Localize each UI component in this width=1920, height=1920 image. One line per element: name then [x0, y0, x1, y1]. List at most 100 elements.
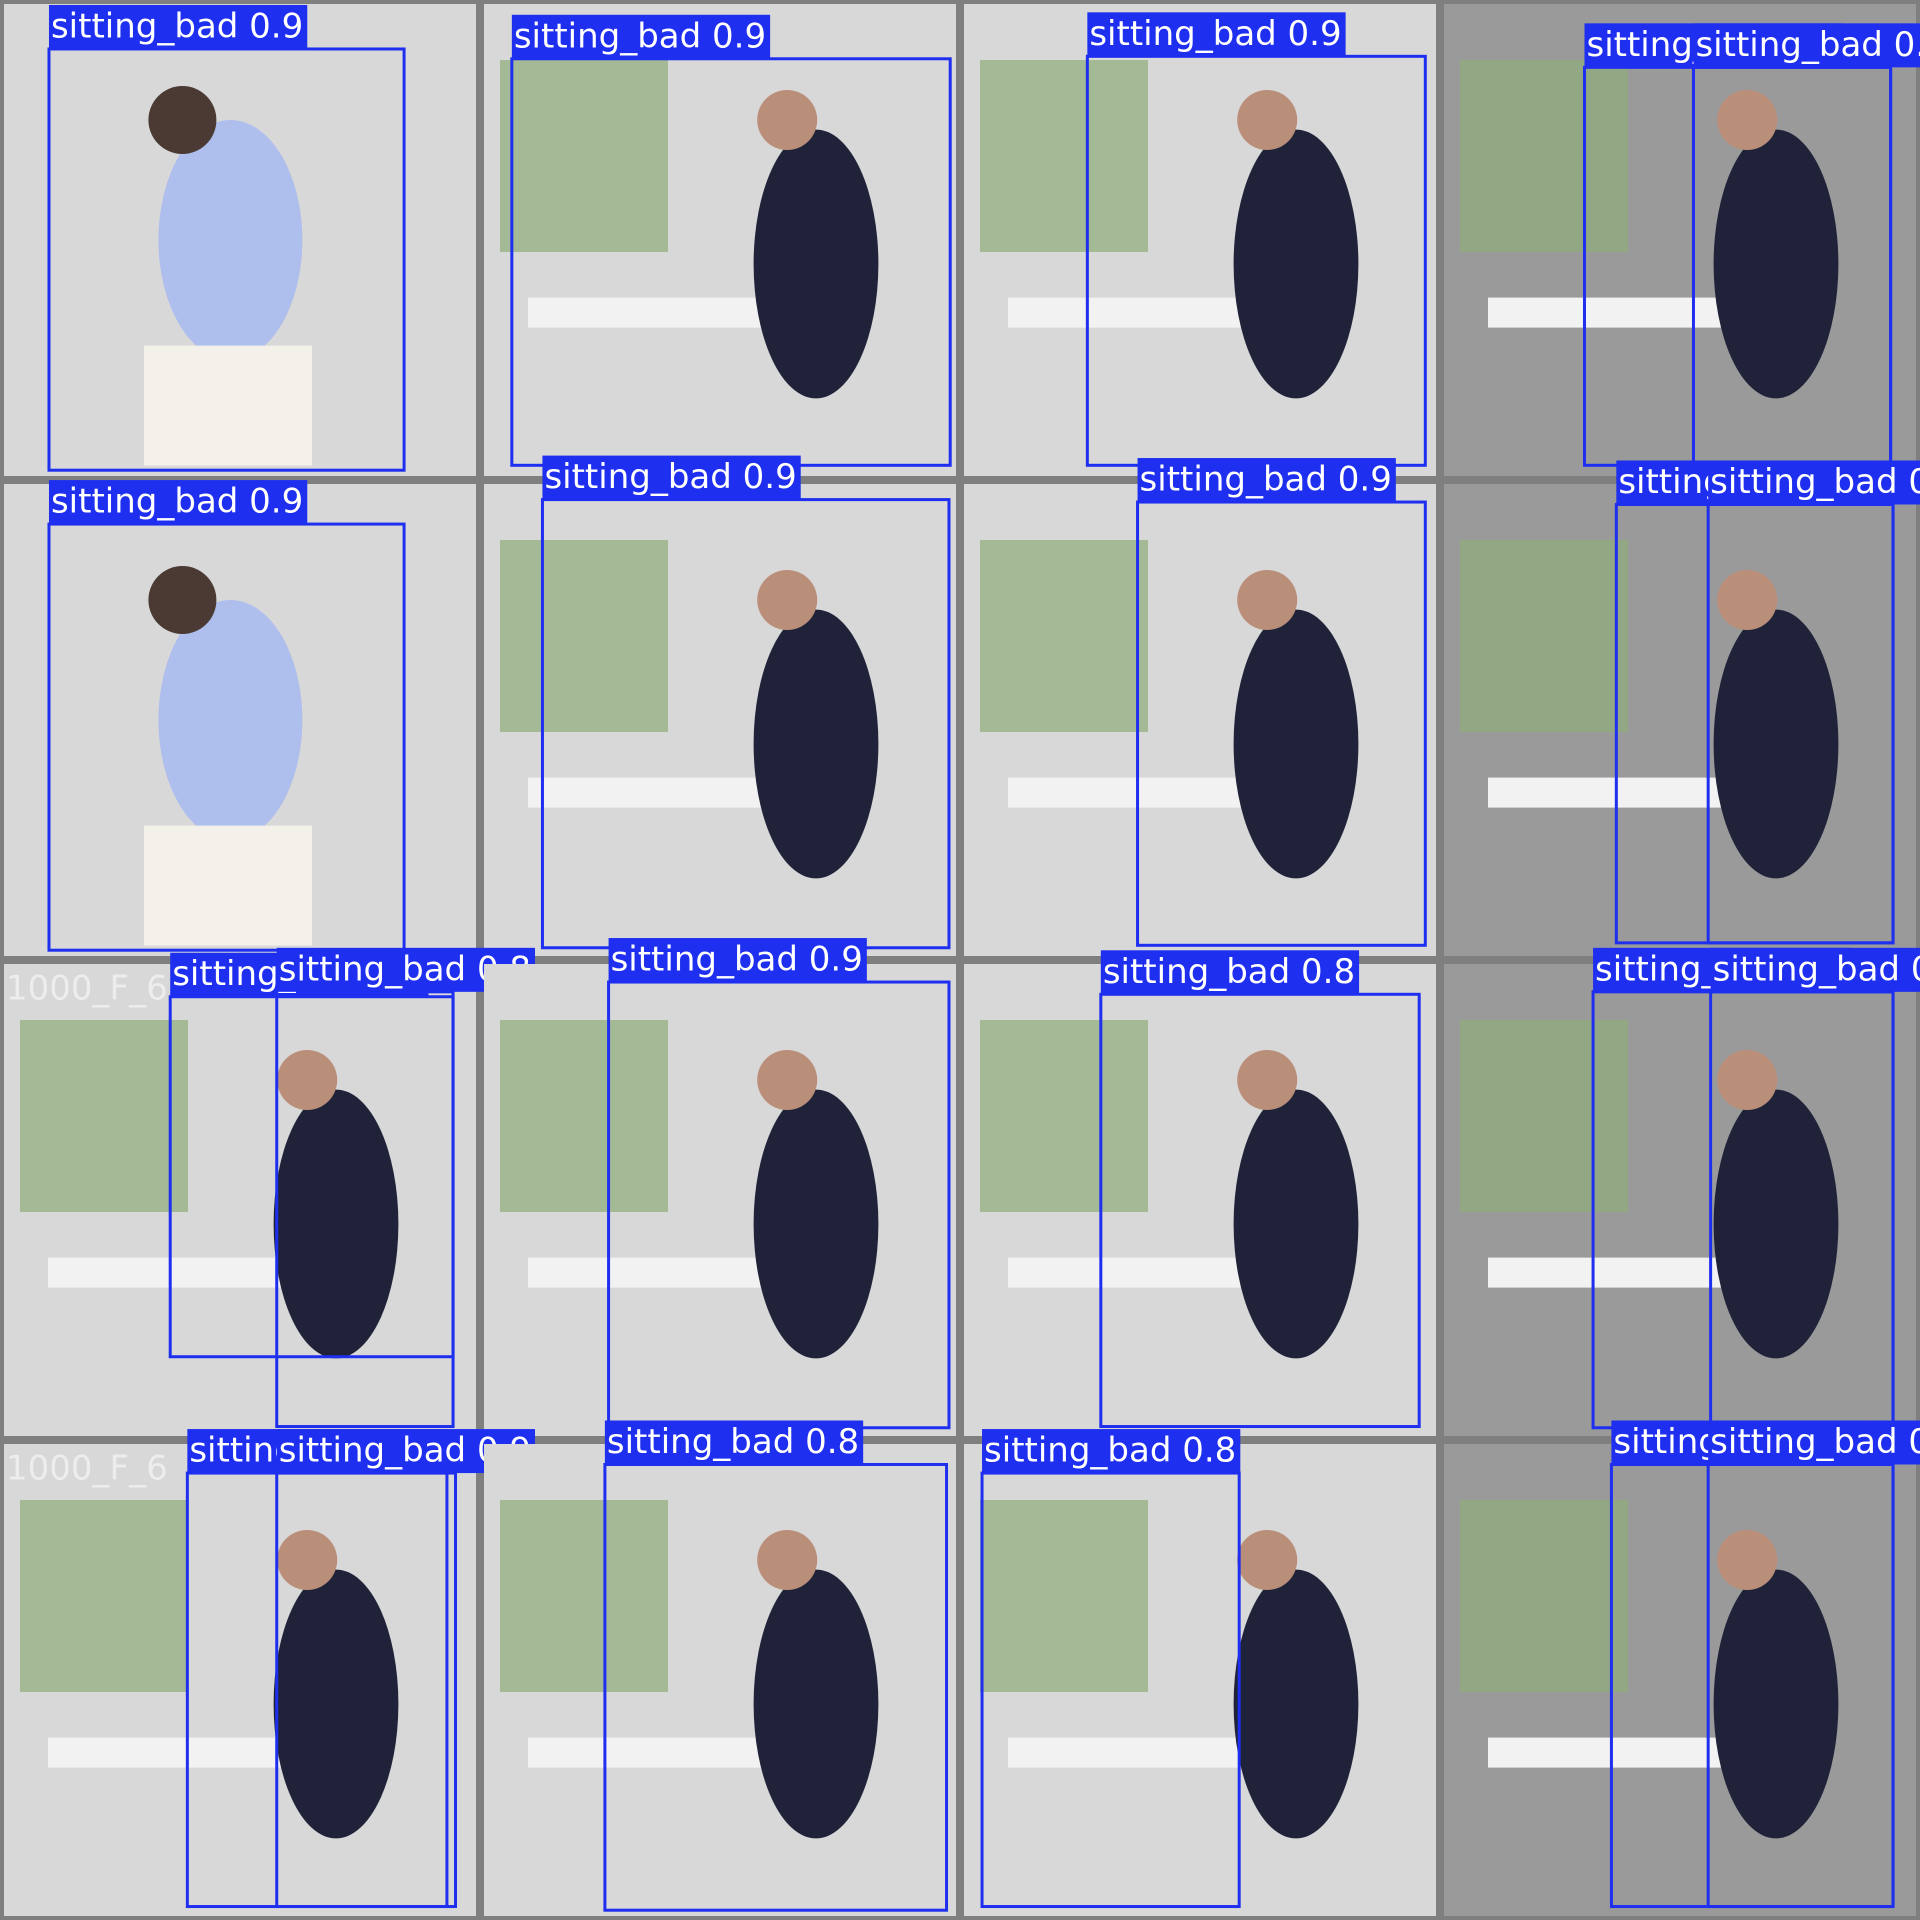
label-text: sitting_bad 0.9 [1140, 460, 1392, 500]
head [277, 1050, 338, 1110]
desk [1008, 1257, 1272, 1288]
person [1233, 1569, 1359, 1839]
filename: 1000_F_6 [6, 969, 168, 1009]
window [1460, 1020, 1628, 1212]
head [757, 1530, 818, 1590]
label-background [608, 938, 867, 983]
person [1713, 1089, 1839, 1359]
detection-label: sitting_bad 0.9 [542, 455, 801, 500]
detection-label: sitting_bad 0.7 [1708, 460, 1920, 505]
label-text: sitting_bad 0.9 [51, 482, 303, 522]
detection-label: sitting_bad 0.8 [604, 1420, 864, 1465]
label-text: sitting_bad 0.7 [1710, 1422, 1920, 1462]
head [1717, 1530, 1778, 1590]
filename: 1000_F_6 [6, 1449, 168, 1489]
head [148, 86, 217, 154]
label-background [1100, 950, 1360, 995]
label-background [1708, 460, 1920, 505]
person [1713, 1569, 1839, 1839]
window [980, 1500, 1148, 1692]
detection-label: sitting_bad 0.7 [1708, 1420, 1920, 1465]
window [500, 1500, 668, 1692]
window [500, 60, 668, 252]
desk [1488, 1737, 1752, 1768]
window [500, 1020, 668, 1212]
desk [1008, 297, 1272, 328]
image-tile: sitting_bad 0.8 [484, 1420, 956, 1916]
label-text: sitting_bad 0.9 [514, 16, 766, 56]
label-text: sitting_bad 0.9 [544, 457, 796, 497]
person [753, 129, 879, 399]
label-text: sitting_bad 0.8 [1103, 952, 1355, 992]
label-text: sitting_bad 0.8 [607, 1422, 859, 1462]
desk [1488, 1257, 1752, 1288]
label-background [1708, 1420, 1920, 1465]
label-text: sitting_bad 0.8 [984, 1431, 1236, 1471]
image-tile: sitting_bad 0.8 [964, 950, 1436, 1436]
image-tile: sitting_bad 0.9 [484, 938, 956, 1436]
desk [1008, 1737, 1272, 1768]
window [500, 540, 668, 732]
desk [528, 1737, 792, 1768]
window [1460, 540, 1628, 732]
person [273, 1089, 399, 1359]
label-background [1710, 947, 1920, 992]
desk [48, 1257, 312, 1288]
detection-label: sitting_bad 0.9 [1137, 458, 1396, 503]
image-tile: sitting_bad 0.9 [484, 4, 956, 476]
image-tile: sitting_bad 0.7sitting_bad 0.7 [1444, 1420, 1920, 1916]
detection-label: sitting_bad 0.9 [511, 14, 771, 59]
head [757, 90, 818, 150]
person [753, 609, 879, 879]
head [1717, 570, 1778, 630]
legs [144, 345, 312, 466]
person [273, 1569, 399, 1839]
image-tile: sitting_bad 0.9 [4, 480, 476, 956]
detection-label: sitting_bad 0.9 [48, 480, 308, 525]
person [1233, 129, 1359, 399]
window [980, 60, 1148, 252]
person [158, 120, 303, 360]
detection-label: sitting_bad 0.6 [1693, 23, 1920, 68]
image-tile: sitting_bad 0.7sitting_bad 0.8 [1444, 947, 1920, 1436]
label-background [982, 1429, 1241, 1474]
detection-label: sitting_bad 0.8 [982, 1429, 1241, 1474]
label-text: sitting_bad 0.7 [1710, 462, 1920, 502]
head [1717, 90, 1778, 150]
detection-label: sitting_bad 0.9 [1087, 12, 1346, 57]
label-text: sitting_bad 0.6 [1695, 25, 1920, 65]
person [158, 600, 303, 840]
label-background [604, 1420, 864, 1465]
tiles: sitting_bad 0.9 sitting_bad 0.9 sitting_ba… [4, 4, 1920, 1916]
head [1717, 1050, 1778, 1110]
window [980, 1020, 1148, 1212]
label-background [1137, 458, 1396, 503]
person [1233, 1089, 1359, 1359]
head [1237, 570, 1298, 630]
desk [48, 1737, 312, 1768]
person [1713, 609, 1839, 879]
head [1237, 1530, 1298, 1590]
head [757, 1050, 818, 1110]
legs [144, 825, 312, 946]
window [20, 1500, 188, 1692]
label-text: sitting_bad 0.9 [51, 6, 303, 46]
label-background [1693, 23, 1920, 68]
label-background [48, 4, 308, 49]
person [1713, 129, 1839, 399]
head [757, 570, 818, 630]
person [1233, 609, 1359, 879]
label-text: sitting_bad 0.8 [1713, 949, 1920, 989]
image-tile: sitting_bad 0.9 [4, 4, 476, 476]
window [980, 540, 1148, 732]
head [277, 1530, 338, 1590]
detection-label: sitting_bad 0.8 [1100, 950, 1360, 995]
window [1460, 60, 1628, 252]
label-background [48, 480, 308, 525]
window [1460, 1500, 1628, 1692]
label-background [1087, 12, 1346, 57]
